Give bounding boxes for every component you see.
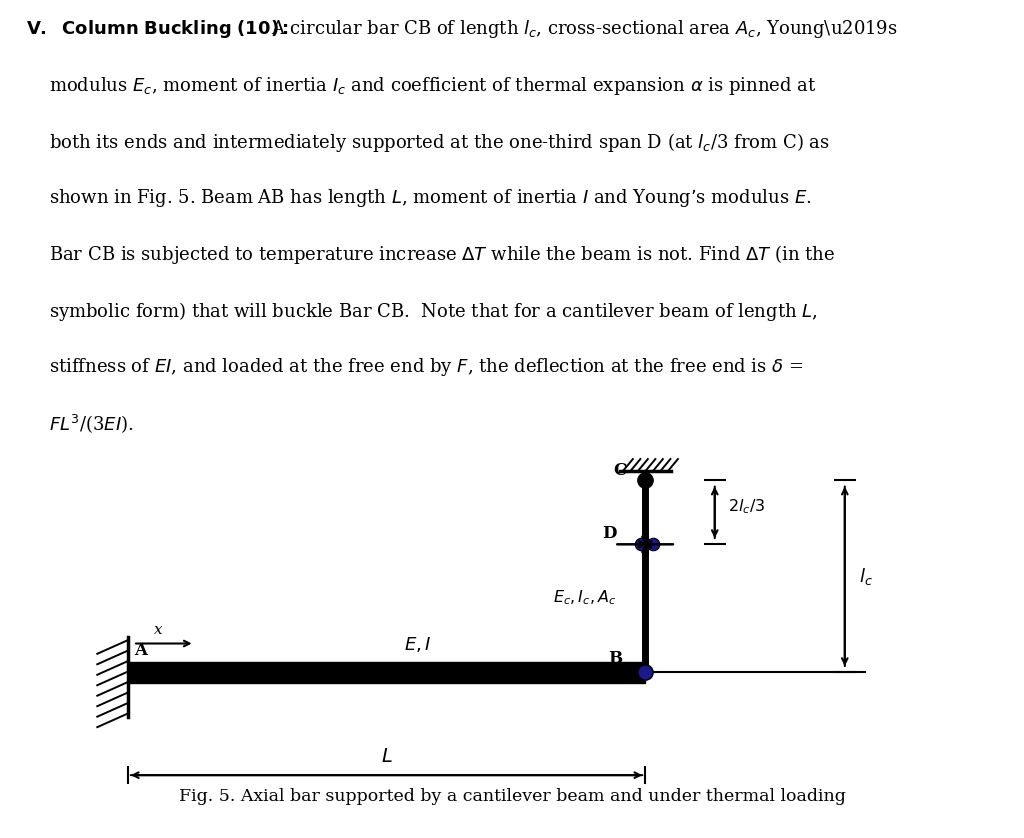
Text: modulus $E_c$, moment of inertia $I_c$ and coefficient of thermal expansion $\al: modulus $E_c$, moment of inertia $I_c$ a… (49, 75, 817, 96)
Text: x: x (155, 623, 163, 637)
Text: $E_c,I_c,A_c$: $E_c,I_c,A_c$ (553, 588, 616, 608)
Text: Fig. 5. Axial bar supported by a cantilever beam and under thermal loading: Fig. 5. Axial bar supported by a cantile… (178, 788, 846, 804)
Text: symbolic form) that will buckle Bar CB.  Note that for a cantilever beam of leng: symbolic form) that will buckle Bar CB. … (49, 300, 818, 323)
Text: $l_c$: $l_c$ (859, 566, 872, 587)
Text: stiffness of $EI$, and loaded at the free end by $F$, the deflection at the free: stiffness of $EI$, and loaded at the fre… (49, 356, 804, 378)
Text: A: A (134, 642, 147, 659)
Text: $L$: $L$ (381, 747, 392, 766)
Text: shown in Fig. 5. Beam AB has length $L$, moment of inertia $I$ and Young’s modul: shown in Fig. 5. Beam AB has length $L$,… (49, 187, 812, 210)
Text: A circular bar CB of length $l_c$, cross-sectional area $A_c$, Young\u2019s: A circular bar CB of length $l_c$, cross… (271, 18, 898, 40)
Text: D: D (602, 525, 616, 541)
Text: B: B (608, 649, 623, 667)
Text: $\mathbf{V.}$  $\mathbf{Column\ Buckling\ (10):}$: $\mathbf{V.}$ $\mathbf{Column\ Buckling\… (26, 18, 294, 40)
Text: $FL^3$/(3$EI$).: $FL^3$/(3$EI$). (49, 412, 134, 435)
Bar (128, 662, 645, 683)
Text: C: C (613, 462, 627, 479)
Text: $2l_c/3$: $2l_c/3$ (728, 498, 766, 516)
Text: Bar CB is subjected to temperature increase $\Delta T$ while the beam is not. Fi: Bar CB is subjected to temperature incre… (49, 243, 836, 266)
Text: $E,I$: $E,I$ (403, 635, 431, 654)
Text: both its ends and intermediately supported at the one-third span D (at $l_c$/3 f: both its ends and intermediately support… (49, 131, 830, 154)
